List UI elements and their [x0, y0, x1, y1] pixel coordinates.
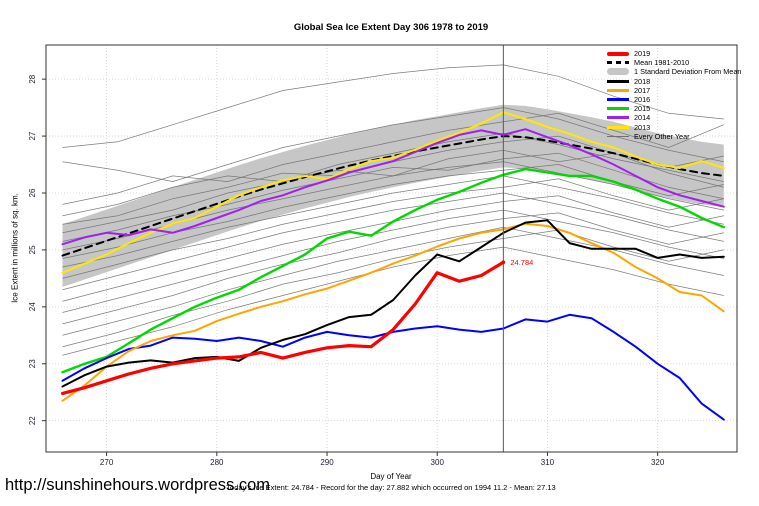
gray-year-line	[62, 209, 724, 313]
legend-swatch-icon	[607, 51, 629, 56]
gray-year-line	[62, 229, 724, 348]
legend-item-2016: 2016	[607, 95, 741, 104]
line-swatch	[607, 98, 629, 102]
current-value-annotation: 24.784	[510, 258, 534, 268]
legend-label: 2018	[634, 76, 651, 86]
legend-label: Every Other Year	[634, 131, 690, 141]
series-line-2014	[61, 128, 725, 246]
x-tick-label: 310	[541, 458, 555, 467]
plot-border	[45, 44, 738, 453]
legend-item-1-standard-deviation-from-mean: 1 Standard Deviation From Mean	[607, 67, 741, 76]
legend-item-2018: 2018	[607, 77, 741, 86]
gray-year-line	[62, 175, 724, 268]
legend-swatch-icon	[607, 88, 629, 92]
legend-item-2017: 2017	[607, 86, 741, 95]
legend-swatch-icon	[607, 98, 629, 102]
legend-item-2015: 2015	[607, 104, 741, 113]
legend-label: 2017	[634, 85, 651, 95]
stats-footnote: Today's Ice Extent: 24.784 - Record for …	[226, 483, 556, 492]
legend-swatch-icon	[607, 125, 629, 129]
x-tick-label: 290	[320, 458, 334, 467]
series-line-mean-1981-2010	[61, 135, 725, 257]
x-tick-label: 300	[431, 458, 445, 467]
series-line-2015	[61, 167, 725, 374]
gray-year-line	[62, 246, 724, 356]
legend-swatch-icon	[607, 135, 629, 138]
thin-swatch	[607, 135, 629, 138]
gray-year-line	[62, 64, 724, 148]
y-tick-label: 25	[28, 245, 37, 254]
gray-year-line	[62, 192, 724, 291]
gray-year-line	[62, 226, 724, 336]
legend-label: 2019	[634, 49, 651, 59]
series-line-2017	[61, 222, 725, 402]
legend-label: 2016	[634, 95, 651, 105]
legend: 2019 Mean 1981-2010 1 Standard Deviation F…	[607, 49, 741, 141]
y-tick-label: 24	[28, 302, 37, 311]
legend-item-mean-1981-2010: Mean 1981-2010	[607, 58, 741, 67]
today-value-marker	[501, 260, 506, 265]
std-deviation-band	[62, 104, 724, 287]
legend-label: 2014	[634, 113, 651, 123]
chart-title: Global Sea Ice Extent Day 306 1978 to 20…	[293, 22, 489, 33]
y-axis-label: Ice Extent in millions of sq. km.	[10, 193, 20, 303]
gray-year-line	[62, 178, 724, 279]
legend-swatch-icon	[607, 68, 629, 76]
site-url-text: http://sunshinehours.wordpress.com	[5, 476, 271, 494]
legend-item-2013: 2013	[607, 123, 741, 132]
legend-swatch-icon	[607, 116, 629, 120]
line-swatch	[607, 125, 629, 129]
legend-label: 2015	[634, 104, 651, 114]
y-tick-label: 28	[28, 74, 37, 83]
y-tick-label: 23	[28, 359, 37, 368]
gray-year-line	[62, 152, 724, 242]
line-swatch	[607, 79, 629, 83]
x-tick-label: 270	[100, 458, 114, 467]
gray-year-line	[62, 212, 724, 325]
legend-item-2014: 2014	[607, 113, 741, 122]
legend-swatch-icon	[607, 61, 629, 65]
legend-label: 1 Standard Deviation From Mean	[634, 67, 742, 77]
line-swatch	[607, 107, 629, 111]
legend-swatch-icon	[607, 107, 629, 111]
x-axis-label: Day of Year	[370, 472, 412, 481]
thick-swatch	[607, 51, 629, 56]
x-tick-label: 320	[651, 458, 665, 467]
line-swatch	[607, 88, 629, 92]
legend-swatch-icon	[607, 79, 629, 83]
y-tick-label: 26	[28, 188, 37, 197]
band-swatch	[607, 68, 629, 76]
series-line-2016	[61, 313, 725, 421]
gray-year-line	[62, 112, 724, 205]
y-tick-label: 22	[28, 416, 37, 425]
legend-label: 2013	[634, 122, 651, 132]
series-line-2013	[61, 111, 725, 274]
line-swatch	[607, 116, 629, 120]
gray-year-line	[62, 132, 724, 217]
series-line-2019	[60, 260, 505, 395]
legend-item-every-other-year: Every Other Year	[607, 132, 741, 141]
legend-item-2019: 2019	[607, 49, 741, 58]
y-tick-label: 27	[28, 131, 37, 140]
x-tick-label: 280	[210, 458, 224, 467]
dashed-swatch	[607, 61, 629, 65]
legend-label: Mean 1981-2010	[634, 58, 690, 68]
